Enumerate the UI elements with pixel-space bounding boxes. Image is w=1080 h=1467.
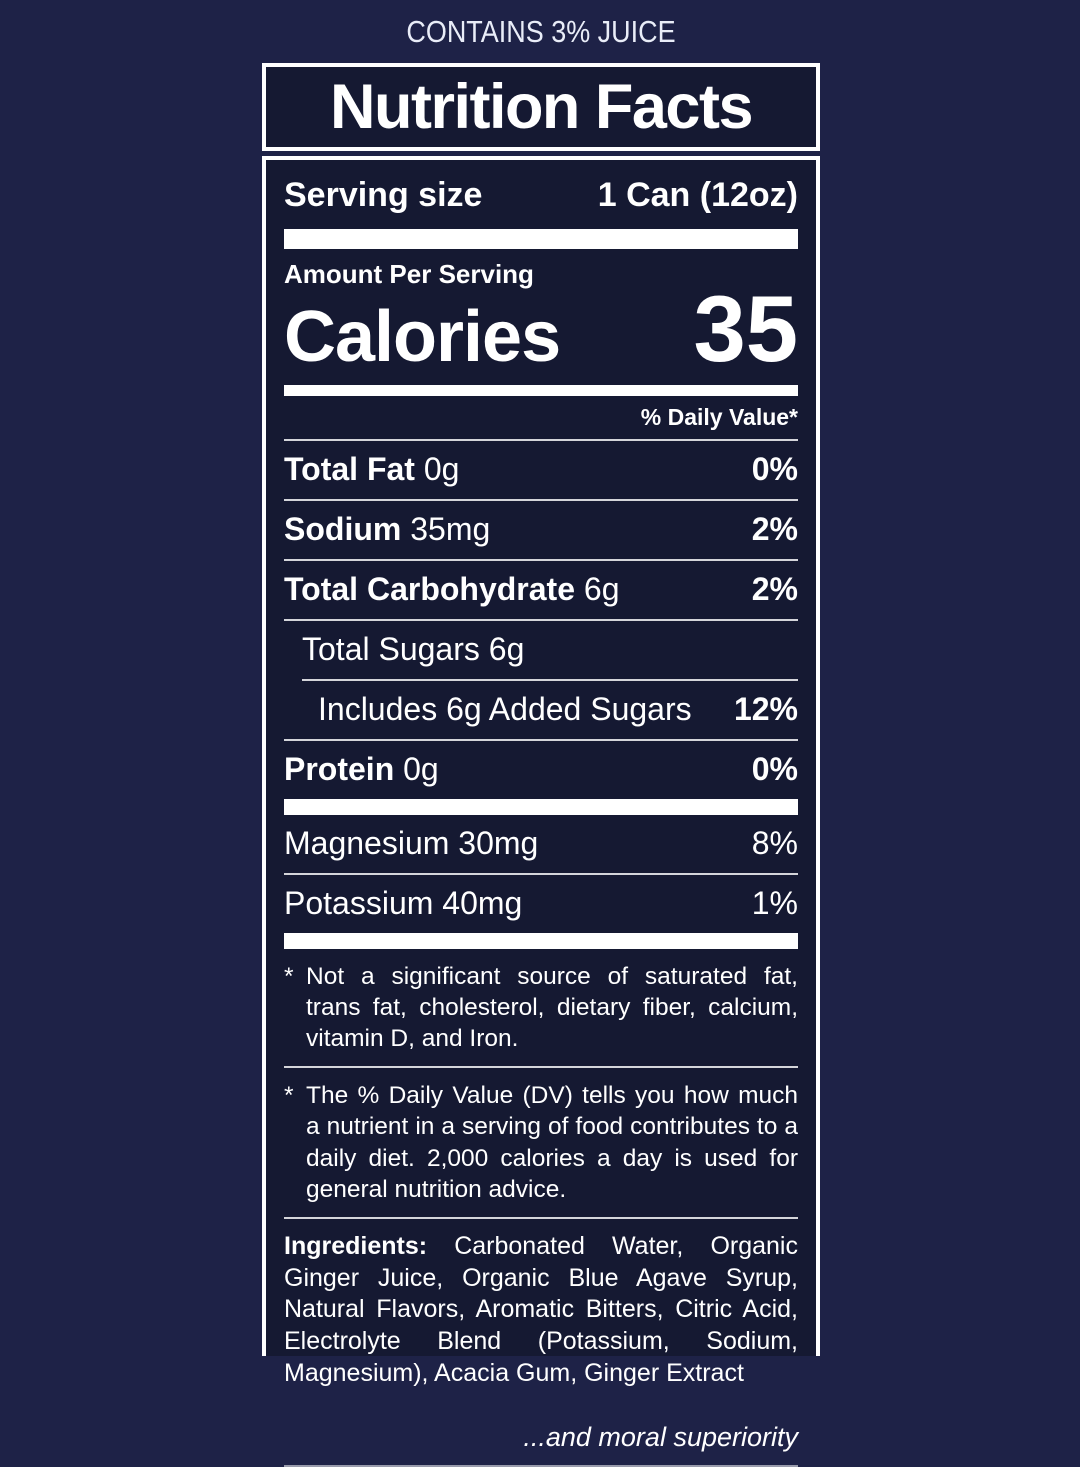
ingredients-paragraph: Ingredients: Carbonated Water, Organic G… (284, 1231, 798, 1390)
nutrient-name: Sodium (284, 511, 402, 547)
nutrient-amount: 35mg (410, 511, 491, 547)
nutrient-percent: 2% (751, 571, 798, 607)
nutrient-name: Total Fat (284, 451, 415, 487)
nutrition-facts-panel: Serving size 1 Can (12oz) Amount Per Ser… (262, 156, 820, 1467)
nutrient-amount: 0g (423, 451, 460, 487)
medium-divider-bar (284, 385, 798, 396)
nutrition-facts-title-box: Nutrition Facts (262, 63, 820, 151)
nutrient-amount: 6g (583, 571, 620, 607)
amount-per-serving-label: Amount Per Serving (284, 259, 534, 289)
nutrient-amount: 0g (403, 751, 439, 787)
tagline-text: ...and moral superiority (523, 1421, 798, 1452)
calories-label: Calories (284, 297, 561, 377)
serving-size-value: 1 Can (12oz) (597, 176, 798, 214)
nutrient-name: Includes 6g Added Sugars (318, 691, 692, 727)
row-separator (284, 499, 798, 501)
calories-row: Calories 35 (284, 276, 798, 381)
nutrient-row-sodium: Sodium 35mg 2% (284, 501, 798, 559)
nutrient-name: Protein (284, 751, 395, 787)
nutrient-percent: 2% (751, 511, 798, 547)
nutrient-row-added-sugars: Includes 6g Added Sugars 12% (284, 681, 798, 739)
footnote-text: The % Daily Value (DV) tells you how muc… (306, 1082, 798, 1203)
row-separator-indented (302, 679, 798, 681)
nutrient-percent: 8% (751, 825, 798, 861)
nutrient-row-magnesium: Magnesium 30mg 8% (284, 815, 798, 873)
nutrient-percent: 0% (751, 451, 798, 487)
nutrient-row-potassium: Potassium 40mg 1% (284, 875, 798, 933)
nutrition-label: CONTAINS 3% JUICE Nutrition Facts Servin… (262, 0, 820, 1467)
row-separator (284, 873, 798, 875)
row-separator (284, 559, 798, 561)
footnote-text: Not a significant source of saturated fa… (306, 963, 798, 1053)
nutrient-row-total-fat: Total Fat 0g 0% (284, 441, 798, 499)
nutrient-name: Total Sugars 6g (302, 631, 525, 667)
footnote-not-significant: * Not a significant source of saturated … (284, 961, 798, 1054)
nutrient-percent: 1% (751, 885, 798, 921)
serving-size-label: Serving size (284, 176, 483, 214)
nutrient-name: Magnesium 30mg (284, 825, 539, 861)
footnote-daily-value: * The % Daily Value (DV) tells you how m… (284, 1080, 798, 1204)
nutrient-name: Total Carbohydrate (284, 571, 575, 607)
thick-divider-bar (284, 933, 798, 949)
row-separator (284, 619, 798, 621)
contains-juice-text: CONTAINS 3% JUICE (406, 14, 676, 49)
daily-value-header: % Daily Value* (640, 404, 798, 430)
nutrient-name: Potassium 40mg (284, 885, 523, 921)
serving-size-row: Serving size 1 Can (12oz) (284, 176, 798, 215)
nutrient-percent: 0% (751, 751, 798, 787)
nutrient-row-total-carbohydrate: Total Carbohydrate 6g 2% (284, 561, 798, 619)
ingredients-label: Ingredients: (284, 1231, 428, 1260)
asterisk: * (284, 963, 294, 990)
nutrition-facts-title: Nutrition Facts (329, 72, 754, 142)
thick-divider-bar (284, 229, 798, 249)
row-separator (284, 739, 798, 741)
thick-divider-bar (284, 799, 798, 815)
nutrient-percent: 12% (733, 691, 798, 727)
asterisk: * (284, 1082, 294, 1110)
nutrient-row-total-sugars: Total Sugars 6g (284, 621, 798, 679)
row-separator (284, 439, 798, 441)
footnote-separator (284, 1066, 798, 1069)
footnote-separator (284, 1216, 798, 1219)
bottom-separator (284, 1464, 798, 1467)
calories-value: 35 (693, 276, 798, 381)
nutrient-row-protein: Protein 0g 0% (284, 741, 798, 799)
